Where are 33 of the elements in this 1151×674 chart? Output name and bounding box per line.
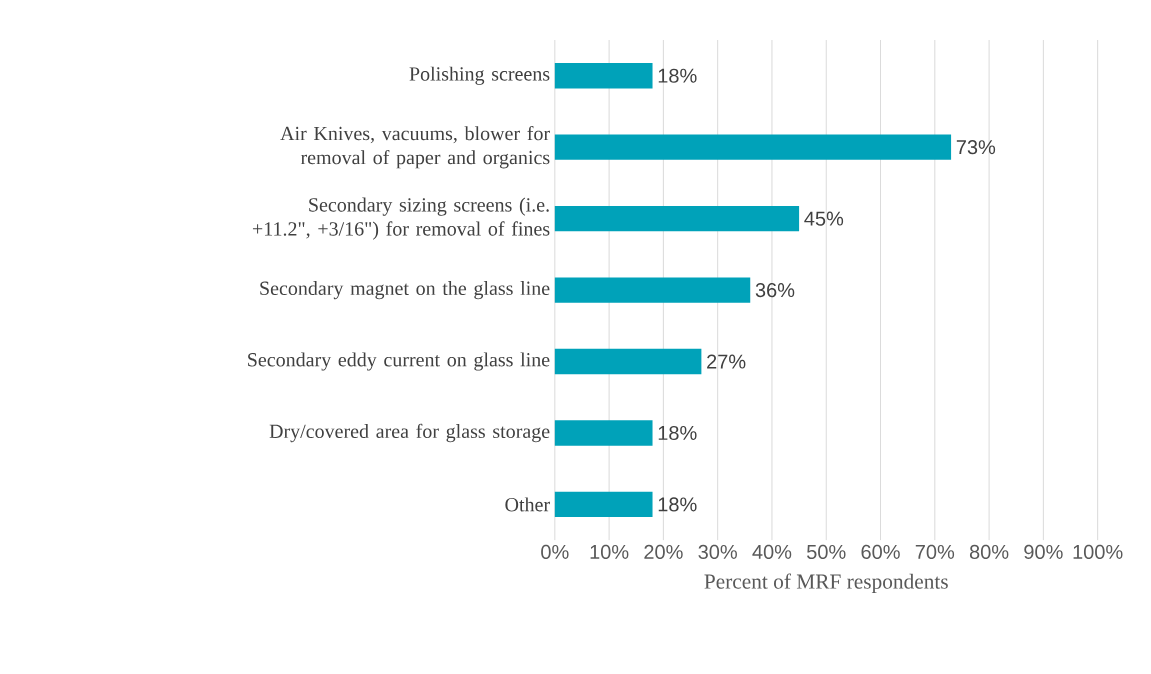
bar	[554, 349, 702, 375]
x-tick-label: 30%	[698, 545, 737, 560]
x-axis-title: Percent of MRF respondents	[704, 573, 948, 594]
bar	[554, 420, 653, 446]
y-tick-label: Polishing screens	[409, 66, 550, 86]
x-tick-label: 80%	[969, 545, 1009, 560]
x-tick-label: 10%	[590, 545, 629, 560]
x-tick-label: 60%	[861, 545, 900, 560]
bar	[554, 206, 800, 232]
x-tick-label: 100%	[1073, 545, 1123, 560]
x-tick-label: 90%	[1024, 545, 1063, 560]
bar	[554, 277, 751, 303]
data-label: 45%	[804, 211, 844, 226]
data-label: 73%	[956, 140, 996, 155]
y-tick-label: Other	[505, 497, 550, 512]
data-label: 18%	[658, 497, 697, 512]
y-tick-label: Secondary eddy current on glass line	[248, 352, 550, 371]
data-label: 18%	[658, 426, 697, 441]
data-label: 36%	[755, 283, 795, 298]
y-tick-label: Air Knives, vacuums, blower for removal of paper and organics	[280, 126, 550, 169]
x-tick-label: 70%	[915, 545, 955, 560]
y-tick-label: Secondary sizing screens (i.e. +11.2", +3/16") for removal of fines	[252, 197, 550, 240]
x-tick-label: 40%	[752, 545, 792, 560]
x-tick-label: 0%	[541, 545, 569, 560]
bar	[554, 63, 653, 89]
y-tick-label: Dry/covered area for glass storage	[269, 424, 550, 443]
bar	[554, 491, 653, 518]
bar	[554, 134, 952, 161]
x-tick-label: 20%	[644, 545, 683, 560]
data-label: 18%	[658, 68, 697, 84]
y-tick-label: Secondary magnet on the glass line	[260, 281, 550, 300]
x-tick-label: 50%	[807, 545, 846, 560]
data-label: 27%	[707, 354, 746, 369]
